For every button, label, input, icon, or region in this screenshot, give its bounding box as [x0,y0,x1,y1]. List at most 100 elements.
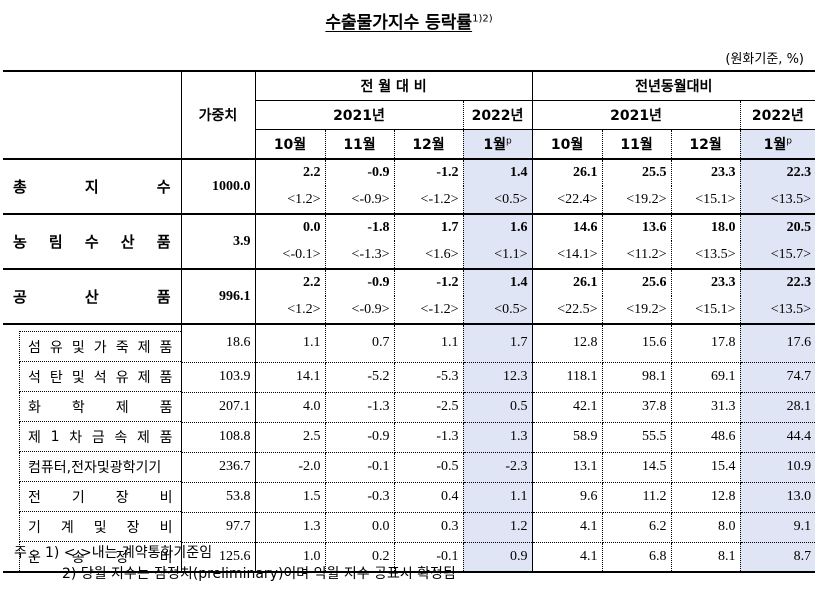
row-weight: 97.7 [181,512,256,543]
value-cell: 0.7 [325,323,395,363]
value-cell: 11.2 [602,482,672,513]
header-yoy-nov: 11월 [602,129,672,159]
title-footnote-marks: 1)2) [472,13,493,25]
page-title: 수출물가지수 등락률1)2) [0,8,818,33]
value-cell: 17.8 [671,323,741,363]
contract-currency-cell: <-0.9> [325,186,395,214]
value-cell: -1.3 [394,422,464,453]
contract-currency-cell: <-1.2> [394,296,464,324]
value-cell: 0.5 [463,392,533,423]
contract-currency-cell: <-0.9> [325,296,395,324]
table-row-sub: 운 송 장 비 125.6 1.0 0.2 -0.1 0.9 4.1 6.8 8.1 8.7 [3,542,816,573]
row-weight: 103.9 [181,362,256,393]
row-weight: 996.1 [181,268,256,324]
header-mom-2021: 2021년 [255,100,464,130]
value-cell: -1.2 [394,158,464,186]
value-cell: 22.3 [740,158,816,186]
value-cell: 0.9 [463,542,533,573]
header-mom-oct: 10월 [255,129,326,159]
value-cell: 12.8 [532,323,603,363]
value-cell: 1.1 [255,323,326,363]
value-cell: 1.4 [463,158,533,186]
table-row-contract: <1.2> <-0.9> <-1.2> <0.5> <22.4> <19.2> <15.1>… [3,186,816,214]
value-cell: 4.1 [532,512,603,543]
value-cell: -1.8 [325,213,395,241]
value-cell: -0.9 [325,158,395,186]
value-cell: -5.3 [394,362,464,393]
value-cell: 8.7 [740,542,816,573]
table-row-sub: 전 기 장 비 53.8 1.5 -0.3 0.4 1.1 9.6 11.2 12.8 13.0 [3,482,816,513]
value-cell: 20.5 [740,213,816,241]
footnote-2: 2) 당월 지수는 잠정치(preliminary)이며 익월 지수 공표시 확… [62,566,456,582]
value-cell: -2.3 [463,452,533,483]
value-cell: 1.4 [463,268,533,296]
row-weight: 18.6 [181,323,256,363]
contract-currency-cell: <19.2> [602,296,672,324]
value-cell: 26.1 [532,268,603,296]
value-cell: 8.1 [671,542,741,573]
value-cell: 6.2 [602,512,672,543]
header-group-yoy: 전년동월대비 [532,70,816,101]
table-row-contract: <-0.1> <-1.3> <1.6> <1.1> <14.1> <11.2> <13.5>… [3,241,816,269]
title-text: 수출물가지수 등락률 [325,13,473,33]
value-cell: 1.1 [463,482,533,513]
export-price-index-table: 가중치 전 월 대 비 전년동월대비 2021년 2022년 2021년 202… [3,70,816,573]
value-cell: 42.1 [532,392,603,423]
contract-currency-cell: <13.5> [671,241,741,269]
contract-currency-cell: <1.2> [255,296,326,324]
value-cell: 10.9 [740,452,816,483]
contract-currency-cell: <13.5> [740,186,816,214]
header-blank [3,70,182,159]
header-mom-jan: 1월p [463,129,533,159]
value-cell: 1.5 [255,482,326,513]
value-cell: 1.3 [463,422,533,453]
value-cell: -1.2 [394,268,464,296]
value-cell: 13.0 [740,482,816,513]
value-cell: 17.6 [740,323,816,363]
row-weight: 125.6 [181,542,256,573]
value-cell: 69.1 [671,362,741,393]
value-cell: 13.6 [602,213,672,241]
contract-currency-cell: <15.1> [671,186,741,214]
contract-currency-cell: <15.7> [740,241,816,269]
table-row-sub: 제 1 차 금 속 제 품 108.8 2.5 -0.9 -1.3 1.3 58.9 55.5 48.6 44… [3,422,816,453]
value-cell: 25.5 [602,158,672,186]
value-cell: 44.4 [740,422,816,453]
value-cell: 13.1 [532,452,603,483]
table-row-sub: 화 학 제 품 207.1 4.0 -1.3 -2.5 0.5 42.1 37.8 31.3 28.1 [3,392,816,423]
row-weight: 53.8 [181,482,256,513]
value-cell: -0.1 [325,452,395,483]
header-mom-dec: 12월 [394,129,464,159]
header-mom-nov: 11월 [325,129,395,159]
header-yoy-dec: 12월 [671,129,741,159]
value-cell: -5.2 [325,362,395,393]
value-cell: 12.8 [671,482,741,513]
contract-currency-cell: <-1.3> [325,241,395,269]
value-cell: 26.1 [532,158,603,186]
contract-currency-cell: <0.5> [463,296,533,324]
contract-currency-cell: <1.6> [394,241,464,269]
row-label: 컴퓨터,전자및광학기기 [3,452,182,482]
value-cell: 1.0 [255,542,326,573]
value-cell: 98.1 [602,362,672,393]
value-cell: 15.4 [671,452,741,483]
contract-currency-cell: <19.2> [602,186,672,214]
value-cell: -0.5 [394,452,464,483]
row-weight: 3.9 [181,213,256,269]
value-cell: 1.3 [255,512,326,543]
table-row-sub: 기 계 및 장 비 97.7 1.3 0.0 0.3 1.2 4.1 6.2 8.0 9.1 [3,512,816,543]
contract-currency-cell: <13.5> [740,296,816,324]
value-cell: 9.1 [740,512,816,543]
header-yoy-jan: 1월p [740,129,816,159]
value-cell: 4.0 [255,392,326,423]
value-cell: -0.3 [325,482,395,513]
value-cell: 14.6 [532,213,603,241]
value-cell: 18.0 [671,213,741,241]
value-cell: -0.1 [394,542,464,573]
value-cell: 55.5 [602,422,672,453]
value-cell: 6.8 [602,542,672,573]
